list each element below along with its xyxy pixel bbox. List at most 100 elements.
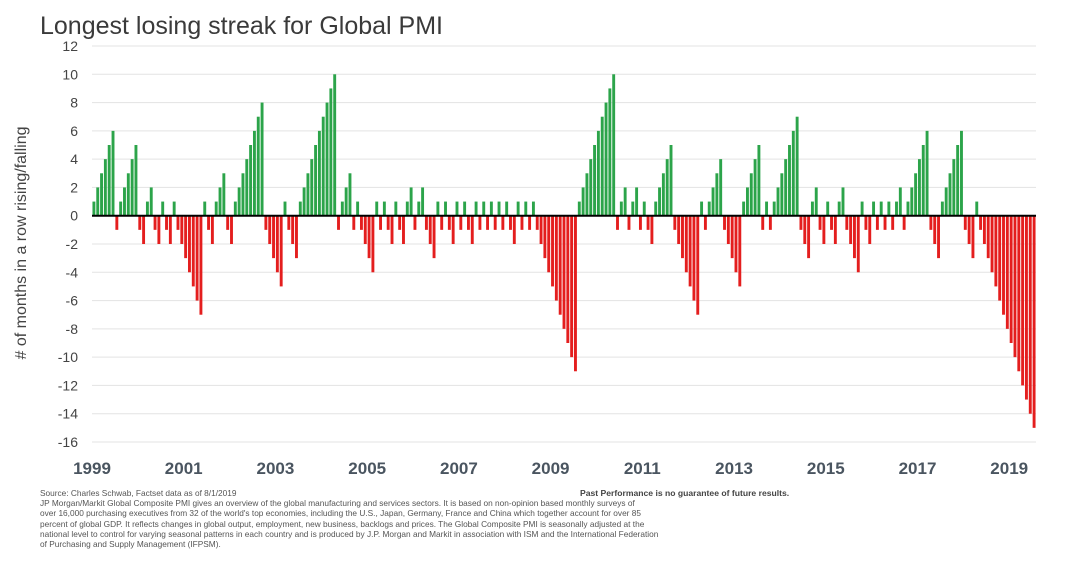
bar-rising [765, 201, 769, 216]
bar-rising [635, 187, 639, 216]
bar-rising [921, 145, 925, 216]
bar-rising [749, 173, 753, 216]
bar-rising [375, 201, 379, 216]
y-tick-label: 0 [70, 208, 78, 224]
bar-falling [696, 215, 700, 315]
bar-rising [810, 201, 814, 216]
bar-rising [298, 201, 302, 216]
bar-falling [1028, 215, 1032, 414]
bar-falling [726, 215, 730, 244]
bar-falling [994, 215, 998, 287]
bar-rising [906, 201, 910, 216]
bar-rising [107, 145, 111, 216]
bar-falling [673, 215, 677, 230]
bar-rising [746, 187, 749, 216]
bar-rising [405, 201, 409, 216]
bar-falling [207, 215, 211, 230]
bar-rising [531, 201, 535, 216]
bar-falling [967, 215, 971, 244]
bar-rising [409, 187, 413, 216]
bar-rising [956, 145, 960, 216]
bar-rising [589, 159, 593, 216]
bar-falling [199, 215, 203, 315]
bar-falling [681, 215, 684, 259]
bar-falling [165, 215, 168, 230]
bar-falling [180, 215, 184, 244]
bar-falling [998, 215, 1002, 301]
bar-falling [359, 215, 363, 230]
bar-rising [241, 173, 245, 216]
bar-rising [130, 159, 134, 216]
bar-falling [845, 215, 849, 230]
bar-rising [623, 187, 627, 216]
y-tick-label: -4 [66, 264, 79, 280]
bar-rising [149, 187, 153, 216]
bar-falling [191, 215, 195, 287]
bar-falling [547, 215, 551, 273]
bar-rising [516, 201, 520, 216]
bar-falling [937, 215, 940, 259]
bar-falling [157, 215, 161, 244]
bar-falling [822, 215, 826, 244]
bar-rising [218, 187, 222, 216]
bar-falling [428, 215, 432, 244]
bar-falling [971, 215, 975, 259]
bar-rising [715, 173, 719, 216]
chart-title: Longest losing streak for Global PMI [40, 12, 443, 40]
bar-falling [184, 215, 188, 259]
y-tick-label: 8 [70, 95, 78, 111]
bar-falling [818, 215, 822, 230]
y-tick-label: 12 [62, 38, 78, 54]
bar-falling [646, 215, 650, 230]
bar-rising [119, 201, 123, 216]
bar-rising [252, 130, 256, 216]
bar-rising [489, 201, 493, 216]
bar-rising [860, 201, 864, 216]
bar-falling [470, 215, 474, 244]
bar-rising [780, 173, 784, 216]
bar-falling [684, 215, 688, 273]
bar-rising [658, 187, 661, 216]
bar-rising [161, 201, 165, 216]
bar-falling [570, 215, 574, 358]
x-tick-labels: 1999 2001 2003 2005 2007 2009 2011 2013 2015 2017… [73, 459, 1028, 478]
bar-rising [126, 173, 130, 216]
bar-falling [337, 215, 340, 230]
bar-rising [111, 130, 115, 216]
bar-falling [963, 215, 967, 230]
bar-falling [688, 215, 692, 287]
bar-falling [264, 215, 268, 230]
bar-rising [631, 201, 635, 216]
bar-falling [440, 215, 444, 230]
bar-rising [421, 187, 425, 216]
x-tick-label: 2015 [807, 459, 845, 478]
bar-rising [772, 201, 776, 216]
bar-falling [528, 215, 532, 230]
bar-falling [295, 215, 298, 259]
bar-falling [979, 215, 983, 230]
bar-falling [539, 215, 543, 244]
x-tick-label: 2011 [624, 459, 661, 478]
y-tick-label: -16 [58, 434, 78, 450]
bar-falling [1005, 215, 1009, 329]
bar-rising [214, 201, 218, 216]
bar-falling [853, 215, 856, 259]
footnotes: Source: Charles Schwab, Factset data as … [40, 488, 800, 549]
bar-falling [883, 215, 887, 230]
bar-falling [1002, 215, 1005, 315]
bar-rising [92, 201, 96, 216]
bar-rising [344, 187, 348, 216]
bar-rising [455, 201, 459, 216]
bar-falling [833, 215, 837, 244]
bar-rising [619, 201, 623, 216]
bar-rising [719, 159, 723, 216]
bar-rising [233, 201, 237, 216]
bar-rising [944, 187, 948, 216]
bar-rising [753, 159, 757, 216]
y-tick-label: 2 [70, 179, 78, 195]
bar-falling [891, 215, 895, 230]
bar-rising [340, 201, 344, 216]
y-tick-label: 10 [62, 66, 78, 82]
y-tick-label: -8 [66, 321, 79, 337]
bar-falling [142, 215, 146, 244]
